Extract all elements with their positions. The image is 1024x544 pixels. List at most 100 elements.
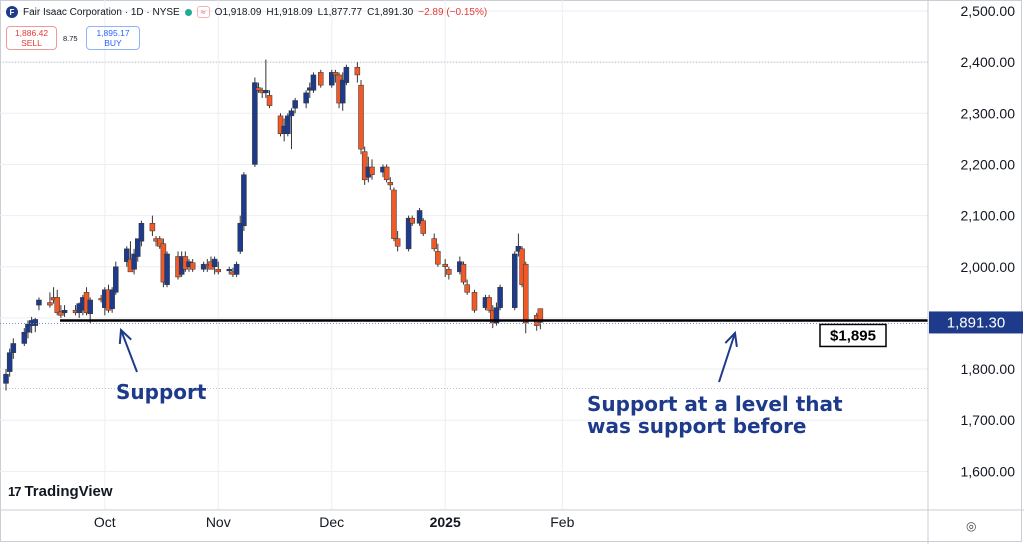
y-tick-label: 2,100.00 [961, 208, 1016, 224]
candle[interactable] [200, 261, 207, 272]
candle[interactable] [124, 246, 130, 267]
candle-body [200, 263, 207, 270]
candle[interactable] [405, 215, 412, 252]
company-logo: F [6, 6, 18, 18]
candle[interactable] [21, 328, 28, 347]
candle[interactable] [241, 172, 247, 231]
symbol-header: F Fair Isaac Corporation · 1D · NYSE ≈ O… [6, 6, 487, 18]
candle[interactable] [233, 261, 240, 277]
candle[interactable] [54, 289, 60, 316]
candle[interactable] [420, 218, 426, 237]
candle-body [3, 373, 9, 384]
last-price-tag [929, 311, 1023, 334]
candle[interactable] [471, 289, 478, 313]
candle[interactable] [87, 297, 93, 324]
candle-body [241, 174, 247, 227]
candle[interactable] [343, 64, 350, 86]
candle[interactable] [318, 69, 324, 88]
candle[interactable] [138, 220, 145, 247]
candle[interactable] [497, 284, 503, 311]
candle-body [383, 166, 390, 181]
candle-body [493, 307, 500, 324]
candle[interactable] [109, 287, 115, 313]
candle[interactable] [164, 251, 170, 288]
candle[interactable] [149, 215, 156, 237]
candle[interactable] [113, 261, 119, 295]
candle-body [87, 299, 93, 315]
candle[interactable] [135, 238, 141, 262]
candle[interactable] [237, 215, 243, 254]
candle[interactable] [493, 302, 500, 326]
candle[interactable] [537, 308, 544, 330]
candle[interactable] [215, 261, 222, 275]
candle-body [292, 100, 298, 109]
sell-button[interactable]: 1,886.42 SELL [6, 26, 57, 50]
candle[interactable] [486, 294, 492, 313]
candle[interactable] [416, 207, 423, 226]
visibility-icon[interactable]: ≈ [196, 6, 210, 18]
candle[interactable] [339, 72, 346, 111]
close-value: 1,891.30 [374, 6, 414, 18]
candle-body [354, 67, 361, 76]
candle[interactable] [277, 113, 284, 137]
candle[interactable] [156, 236, 163, 249]
candle-body [343, 67, 350, 83]
candle-body [446, 269, 452, 275]
candle[interactable] [189, 259, 196, 272]
candle[interactable] [387, 177, 394, 191]
candle[interactable] [442, 259, 448, 277]
candle[interactable] [3, 369, 9, 391]
candle[interactable] [211, 256, 218, 275]
candle[interactable] [431, 233, 437, 252]
candle-body [164, 253, 170, 285]
candle[interactable] [266, 90, 273, 109]
candle[interactable] [292, 97, 298, 114]
candle[interactable] [36, 297, 42, 311]
candle[interactable] [10, 338, 17, 359]
candle[interactable] [522, 261, 529, 334]
candle-body [233, 263, 240, 275]
candle[interactable] [288, 108, 295, 150]
sell-label: SELL [21, 38, 42, 48]
candle[interactable] [47, 292, 53, 308]
candle[interactable] [6, 348, 13, 377]
candle-body [310, 74, 317, 91]
candle[interactable] [409, 215, 416, 226]
symbol-title[interactable]: Fair Isaac Corporation · 1D · NYSE [23, 6, 180, 18]
candle-body [442, 263, 448, 268]
candle[interactable] [310, 72, 317, 93]
candle[interactable] [354, 62, 361, 83]
candle[interactable] [285, 113, 291, 137]
candle[interactable] [394, 230, 401, 252]
candle[interactable] [383, 164, 390, 183]
candle[interactable] [464, 279, 470, 295]
candle[interactable] [32, 317, 39, 333]
tradingview-logo[interactable]: 17 TradingView [8, 483, 113, 500]
candle[interactable] [252, 77, 258, 168]
candle[interactable] [460, 261, 467, 285]
arrow-shaft [718, 332, 736, 383]
settings-icon[interactable]: ◎ [966, 519, 977, 533]
candle[interactable] [391, 187, 397, 242]
candle[interactable] [332, 69, 339, 83]
candle[interactable] [361, 146, 368, 185]
x-tick-label: Nov [206, 514, 231, 530]
candle[interactable] [435, 243, 441, 267]
candle[interactable] [58, 305, 64, 318]
candle[interactable] [358, 80, 364, 155]
buy-button[interactable]: 1,895.17 BUY [86, 26, 140, 50]
candle[interactable] [369, 159, 375, 180]
candle[interactable] [303, 90, 309, 109]
candle[interactable] [255, 82, 262, 93]
candle[interactable] [511, 251, 518, 311]
candle[interactable] [446, 266, 452, 280]
candle[interactable] [61, 305, 68, 317]
candle[interactable] [131, 248, 137, 275]
candle[interactable] [226, 266, 233, 275]
last-price-label: 1,891.30 [947, 314, 1005, 331]
candle[interactable] [328, 69, 335, 88]
y-tick-label: 1,600.00 [961, 463, 1016, 479]
candle[interactable] [263, 59, 269, 98]
